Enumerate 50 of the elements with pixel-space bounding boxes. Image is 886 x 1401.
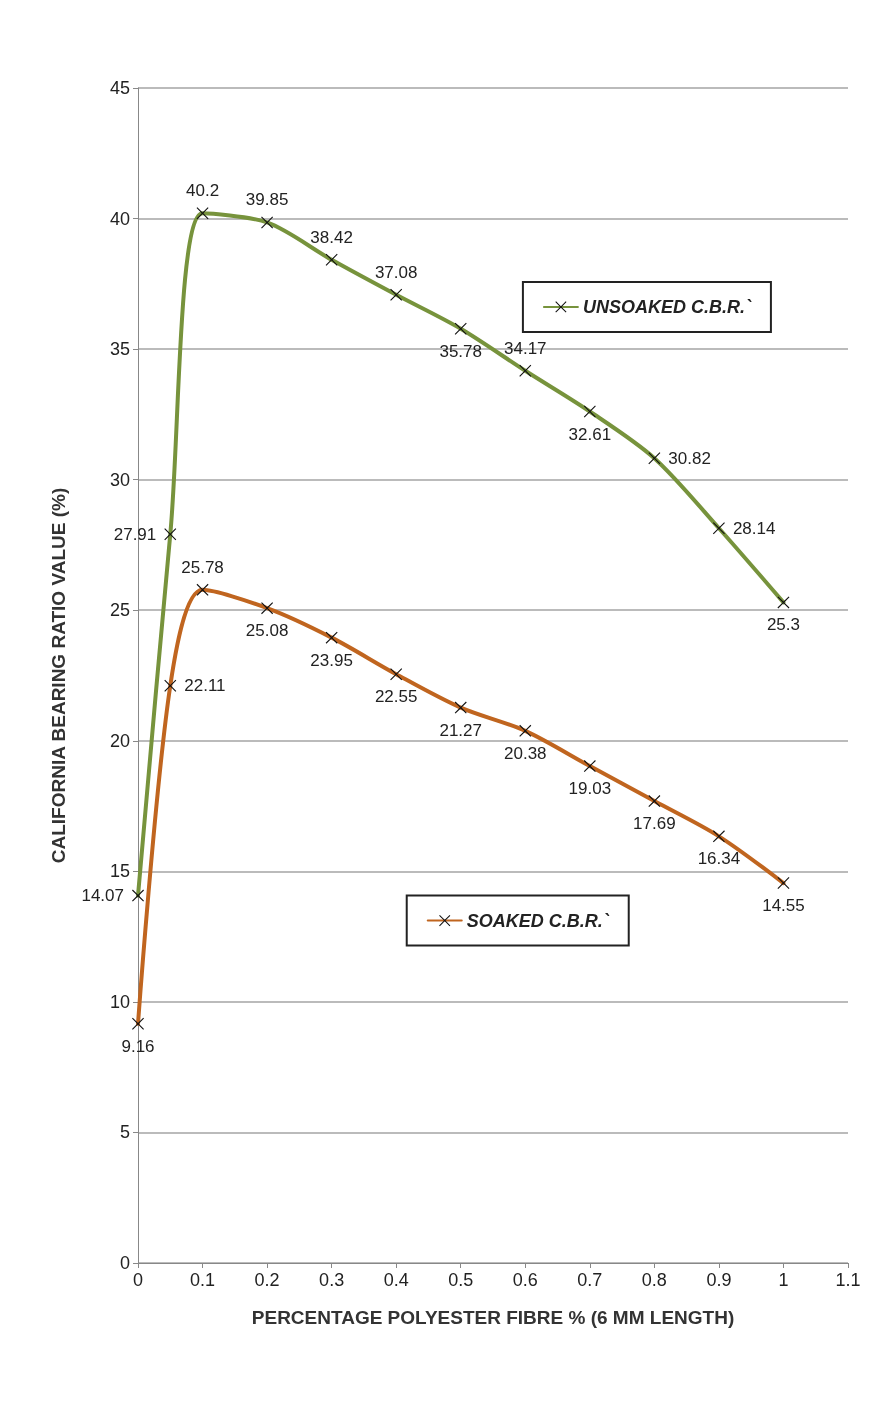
data-label: 14.07 [81,886,124,906]
y-tick-label: 30 [109,469,130,490]
x-axis-title: PERCENTAGE POLYESTER FIBRE % (6 MM LENGTH) [251,1307,735,1328]
data-label: 25.08 [245,621,289,641]
data-label: 25.3 [766,615,800,635]
y-tick-label: 25 [109,600,130,621]
data-label: 28.14 [732,518,776,538]
x-tick-label: 0.2 [254,1270,280,1290]
y-tick-label: 10 [109,991,130,1012]
data-label: 22.11 [184,676,226,696]
data-label: 39.85 [245,190,289,210]
data-label: 30.82 [668,448,711,468]
legend-label: SOAKED C.B.R.` [466,910,610,931]
data-label: 9.16 [121,1036,155,1056]
x-tick-label: 0.4 [383,1270,409,1290]
x-tick-label: 1.1 [835,1270,861,1290]
y-tick-label: 0 [119,1253,130,1273]
x-tick-label: 0.8 [641,1270,667,1290]
x-tick-label: 0.9 [706,1270,732,1290]
data-label: 14.55 [762,896,805,916]
y-tick-label: 20 [109,730,130,751]
data-label: 34.17 [504,338,547,358]
x-tick-label: 0.7 [577,1270,603,1290]
legend-label: UNSOAKED C.B.R.` [582,296,752,317]
data-label: 35.78 [439,341,482,361]
data-label: 22.55 [374,687,418,707]
data-label: 40.2 [186,181,220,201]
data-label: 27.91 [113,524,157,544]
x-tick-label: 1 [778,1270,789,1290]
data-label: 32.61 [568,424,612,444]
data-label: 17.69 [633,814,676,834]
y-tick-label: 35 [109,339,130,360]
x-tick-label: 0.3 [319,1270,345,1290]
data-label: 25.78 [181,557,224,577]
data-label: 20.38 [504,743,547,763]
data-label: 38.42 [310,227,353,247]
x-tick-label: 0 [132,1270,144,1290]
x-tick-label: 0.5 [448,1270,474,1290]
data-label: 16.34 [697,849,741,869]
data-label: 19.03 [568,779,612,799]
x-tick-label: 0.6 [512,1270,538,1290]
y-tick-label: 45 [109,78,130,98]
y-axis-title: CALIFORNIA BEARING RATIO VALUE (%) [48,487,69,864]
data-label: 23.95 [310,650,353,670]
y-tick-label: 40 [109,208,130,229]
x-tick-label: 0.1 [190,1270,216,1290]
y-tick-label: 15 [109,861,130,882]
data-label: 37.08 [374,262,418,282]
y-tick-label: 5 [119,1122,130,1143]
data-label: 21.27 [439,720,482,740]
